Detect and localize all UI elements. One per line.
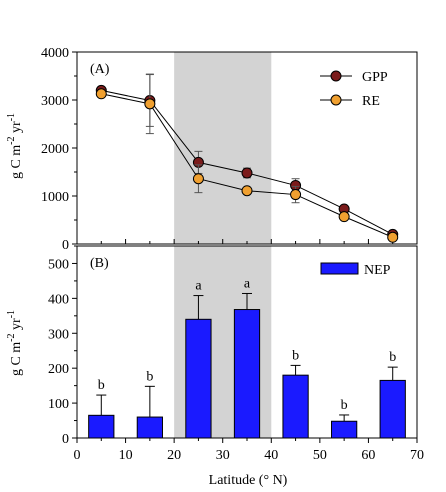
- significance-letter: b: [292, 348, 299, 363]
- y-tick-label-a: 0: [62, 238, 69, 253]
- x-axis-label: Latitude (° N): [209, 473, 288, 488]
- panel-b-label: (B): [90, 256, 109, 271]
- y-tick-label-b: 300: [48, 327, 69, 342]
- data-point: [192, 173, 204, 185]
- y-tick-label-b: 100: [48, 397, 69, 412]
- series-nep: b b a a b b b: [88, 276, 406, 439]
- y-tick-label-a: 2000: [41, 142, 69, 157]
- svg-text:g C m-2 yr-1: g C m-2 yr-1: [6, 310, 24, 376]
- bar: [379, 379, 406, 439]
- x-tick-label: 50: [313, 448, 327, 463]
- series-re: [95, 73, 399, 243]
- bar: [136, 416, 163, 439]
- data-point: [387, 231, 399, 243]
- bar: [331, 420, 358, 439]
- legend-item-nep: NEP: [320, 262, 391, 278]
- panel-b-series: b b a a b b b: [88, 276, 406, 439]
- data-point: [338, 211, 350, 223]
- x-tick-label: 60: [361, 448, 375, 463]
- y-tick-label-b: 200: [48, 362, 69, 377]
- legend-label: RE: [362, 94, 380, 109]
- y-tick-label-a: 4000: [41, 46, 69, 61]
- data-point: [241, 185, 253, 197]
- y-tick-label-a: 3000: [41, 94, 69, 109]
- panel-a-label: (A): [90, 62, 110, 77]
- shaded-region-a: [174, 52, 272, 244]
- x-tick-label: 30: [216, 448, 230, 463]
- panel-a-axes: 0 1000 2000 3000 4000: [41, 46, 418, 253]
- x-tick-label: 40: [264, 448, 278, 463]
- significance-letter: a: [195, 279, 202, 294]
- legend-marker: [330, 70, 342, 82]
- y-tick-label-a: 1000: [41, 190, 69, 205]
- panel-b-y-axis-label: g C m-2 yr-1: [6, 310, 24, 376]
- legend-swatch: [320, 262, 359, 275]
- bar: [233, 309, 261, 439]
- data-point: [95, 88, 107, 100]
- panel-a-series: [95, 73, 399, 243]
- legend-label: NEP: [364, 263, 391, 278]
- legend-label: GPP: [362, 70, 388, 85]
- significance-letter: b: [98, 378, 105, 393]
- data-point: [290, 189, 302, 201]
- y-tick-label-b: 400: [48, 292, 69, 307]
- legend-marker: [330, 94, 342, 106]
- bar: [185, 318, 212, 439]
- panel-a-y-axis-label: g C m-2 yr-1: [6, 113, 24, 179]
- y-tick-label-b: 0: [62, 432, 69, 447]
- legend-item-gpp: GPP: [320, 70, 388, 85]
- x-tick-label: 10: [119, 448, 133, 463]
- panel-a: 0 1000 2000 3000 4000 (A) GPP RE g C m-2 yr-1: [6, 46, 418, 253]
- panel-b: 0 100 200 300 400 500 0 10 20 30 40 50 60 70 b b a a b bb …: [6, 245, 424, 488]
- x-tick-label: 20: [167, 448, 181, 463]
- x-tick-label: 70: [410, 448, 424, 463]
- bar: [282, 374, 309, 439]
- legend-item-re: RE: [320, 94, 380, 109]
- significance-letter: b: [389, 350, 396, 365]
- x-tick-label: 0: [74, 448, 81, 463]
- data-point: [241, 167, 253, 179]
- significance-letter: b: [146, 369, 153, 384]
- panel-b-axes: 0 100 200 300 400 500 0 10 20 30 40 50 60 70: [48, 245, 424, 463]
- y-tick-label-b: 500: [48, 257, 69, 272]
- panel-b-legend: NEP: [320, 262, 391, 278]
- panel-a-legend: GPP RE: [320, 70, 388, 109]
- data-point: [144, 98, 156, 110]
- significance-letter: a: [244, 276, 251, 291]
- svg-text:g C m-2 yr-1: g C m-2 yr-1: [6, 113, 24, 179]
- significance-letter: b: [341, 398, 348, 413]
- bar: [88, 414, 115, 439]
